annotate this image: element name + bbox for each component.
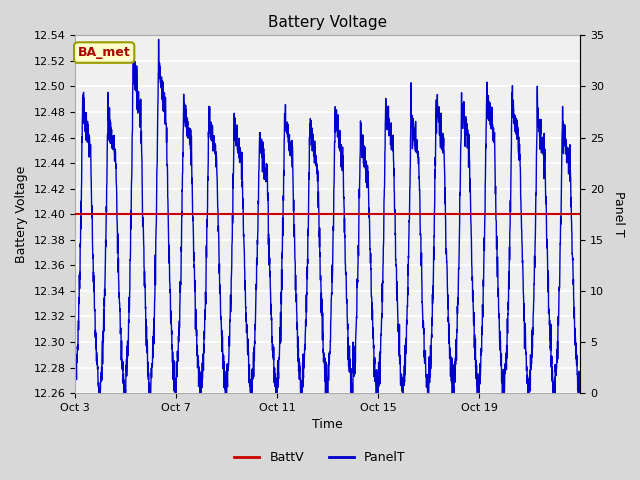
Y-axis label: Panel T: Panel T [612, 192, 625, 237]
Legend: BattV, PanelT: BattV, PanelT [229, 446, 411, 469]
Text: BA_met: BA_met [78, 46, 131, 59]
Y-axis label: Battery Voltage: Battery Voltage [15, 166, 28, 263]
Title: Battery Voltage: Battery Voltage [268, 15, 387, 30]
X-axis label: Time: Time [312, 419, 343, 432]
